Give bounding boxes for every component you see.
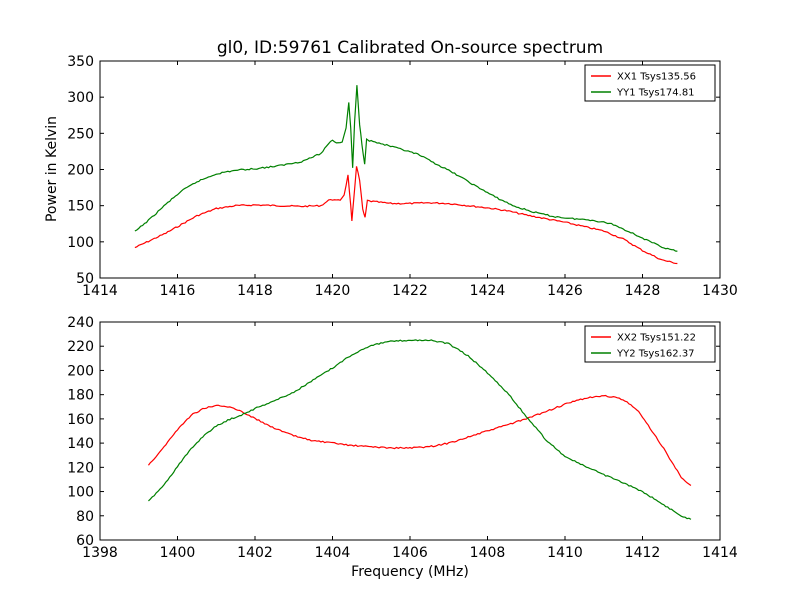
y-tick-label: 50 xyxy=(76,271,94,287)
x-tick-label: 1400 xyxy=(160,545,196,561)
x-tick-label: 1424 xyxy=(470,283,506,299)
x-tick-label: 1414 xyxy=(82,283,118,299)
series-line-red xyxy=(134,166,678,265)
x-tick-label: 1412 xyxy=(625,545,661,561)
x-tick-label: 1404 xyxy=(315,545,351,561)
series-line-green xyxy=(148,339,692,520)
y-tick-label: 150 xyxy=(67,199,94,215)
plot-1: 1414 1416 1418 1420 1422 1424 1426 1428 1430 50 10… xyxy=(67,54,738,299)
plot-2: 1398 1400 1402 1404 1406 1408 1410 1412 1414 60 80… xyxy=(67,315,738,561)
x-tick-label: 1398 xyxy=(82,545,118,561)
y-tick-label: 240 xyxy=(67,315,94,331)
y-tick-label: 160 xyxy=(67,412,94,428)
x-tick-label: 1428 xyxy=(625,283,661,299)
legend-box xyxy=(584,64,716,102)
series-line-green xyxy=(134,85,678,252)
y-tick-label: 100 xyxy=(67,235,94,251)
y-axis-label: Power in Kelvin xyxy=(44,116,60,222)
legend-label: XX1 Tsys135.56 xyxy=(617,72,696,83)
chart-title: gl0, ID:59761 Calibrated On-source spect… xyxy=(217,38,603,58)
y-tick-label: 220 xyxy=(67,339,94,355)
y-tick-label: 300 xyxy=(67,90,94,106)
x-tick-label: 1402 xyxy=(237,545,273,561)
y-tick-label: 250 xyxy=(67,126,94,142)
x-tick-label: 1406 xyxy=(392,545,428,561)
y-tick-label: 350 xyxy=(67,54,94,70)
x-tick-label: 1430 xyxy=(702,283,738,299)
y-tick-label: 100 xyxy=(67,485,94,501)
legend: XX2 Tsys151.22 YY2 Tsys162.37 xyxy=(584,325,716,363)
x-tick-label: 1414 xyxy=(702,545,738,561)
legend-label: YY2 Tsys162.37 xyxy=(616,349,695,360)
y-tick-label: 60 xyxy=(76,533,94,549)
x-axis-label: Frequency (MHz) xyxy=(351,564,469,580)
legend-box xyxy=(584,325,716,363)
y-tick-label: 140 xyxy=(67,436,94,452)
x-tick-label: 1416 xyxy=(160,283,196,299)
plots: 1414 1416 1418 1420 1422 1424 1426 1428 1430 50 10… xyxy=(67,54,738,561)
x-tick-label: 1408 xyxy=(470,545,506,561)
y-tick-label: 120 xyxy=(67,460,94,476)
x-tick-label: 1426 xyxy=(547,283,583,299)
series-line-red xyxy=(147,394,692,486)
x-tick-label: 1420 xyxy=(315,283,351,299)
legend-label: YY1 Tsys174.81 xyxy=(616,88,695,99)
y-tick-label: 200 xyxy=(67,363,94,379)
x-tick-label: 1418 xyxy=(237,283,273,299)
y-tick-label: 200 xyxy=(67,163,94,179)
y-tick-label: 80 xyxy=(76,509,94,525)
y-tick-label: 180 xyxy=(67,388,94,404)
x-tick-label: 1410 xyxy=(547,545,583,561)
x-tick-label: 1422 xyxy=(392,283,428,299)
legend: XX1 Tsys135.56 YY1 Tsys174.81 xyxy=(584,64,716,102)
legend-label: XX2 Tsys151.22 xyxy=(617,333,696,344)
